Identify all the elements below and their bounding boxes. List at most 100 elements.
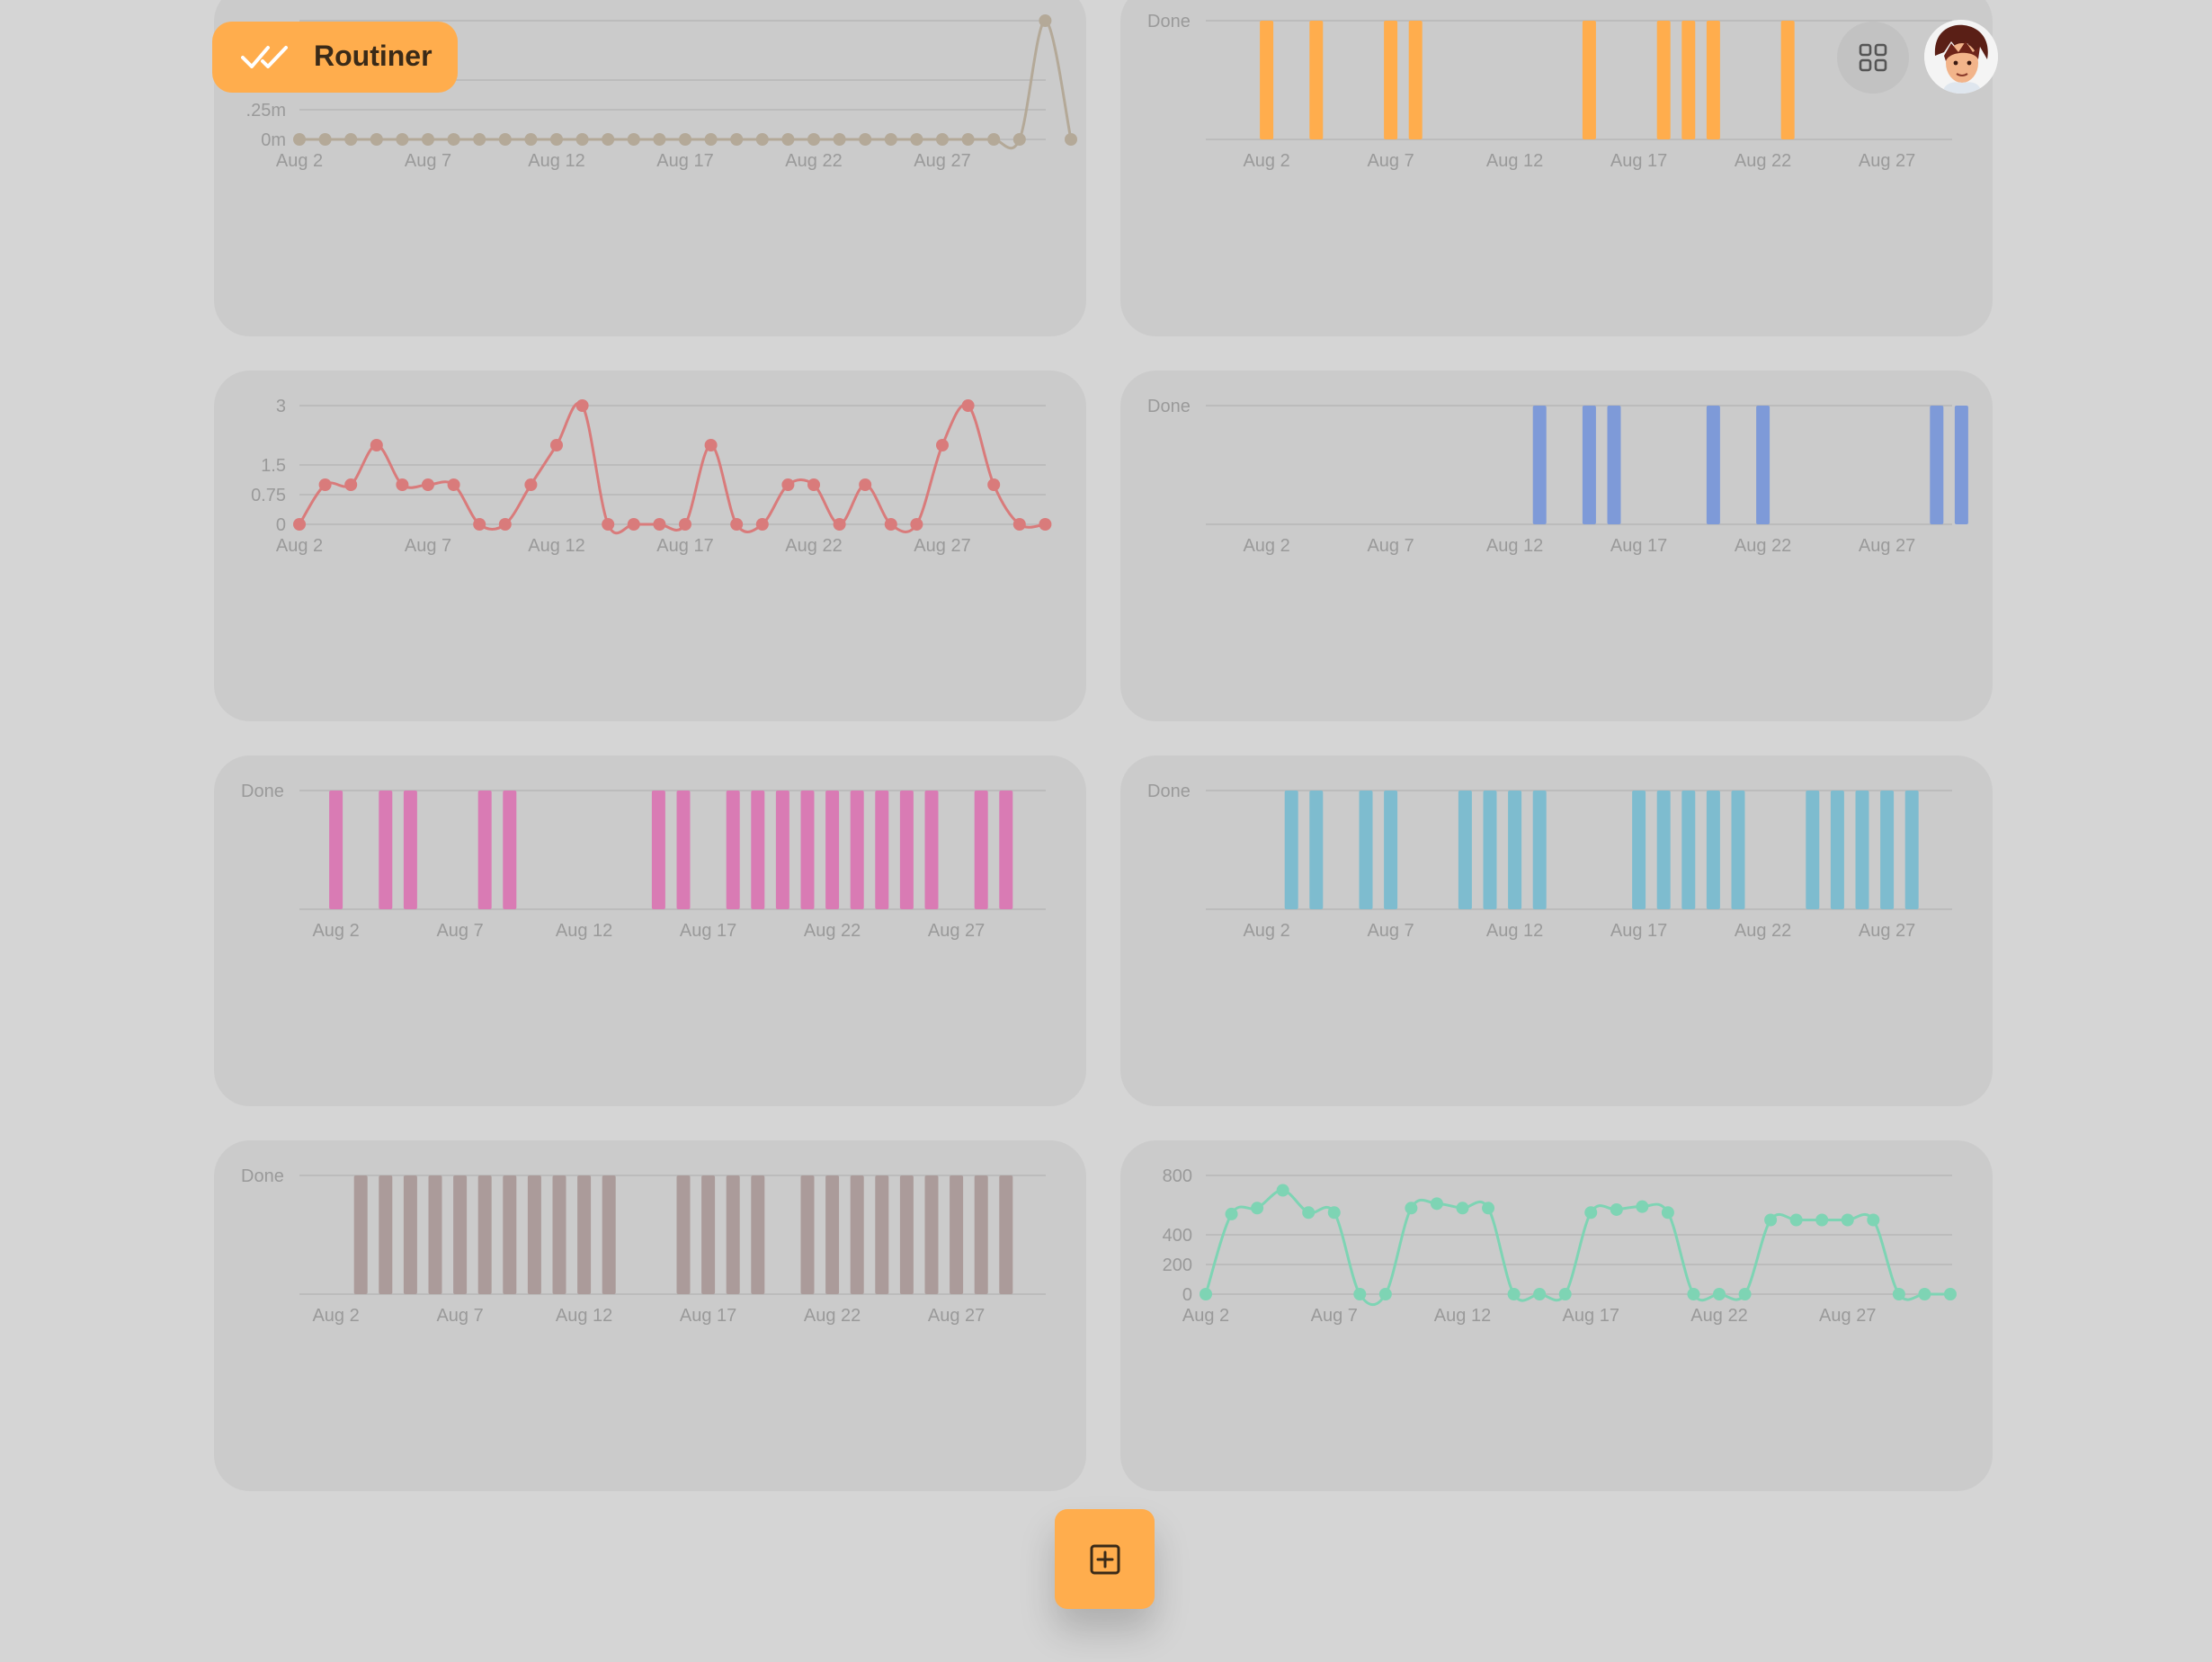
x-tick-label: Aug 27 [914, 151, 970, 171]
bar [875, 1175, 889, 1294]
bar [477, 1175, 492, 1294]
bar [1904, 791, 1919, 909]
data-point [627, 518, 640, 531]
bar [1309, 21, 1324, 139]
x-tick-label: Aug 27 [928, 1306, 985, 1326]
y-tick-label: 0.75 [251, 486, 286, 505]
x-tick-label: Aug 7 [1367, 151, 1414, 171]
bar [1656, 791, 1671, 909]
routine-card-title [1149, 1009, 1213, 1042]
bar [353, 1175, 368, 1294]
routine-chart-2: Done Aug 2 Aug 7 Aug 12 Aug 17 Aug 22 Aug 27 [1147, 12, 1952, 171]
data-point [1012, 133, 1026, 146]
routine-card-title [243, 1009, 403, 1042]
bar [726, 791, 740, 909]
routine-card-title [243, 1394, 299, 1427]
data-point [1276, 1184, 1289, 1197]
x-tick-label: Aug 7 [405, 536, 451, 556]
data-point [1584, 1206, 1598, 1220]
x-tick-label: Aug 12 [1486, 536, 1543, 556]
routine-card-7[interactable]: Done Aug 2 Aug 7 Aug 12 Aug 17 Aug 22 Aug 27 [214, 1140, 1086, 1491]
bar [1309, 791, 1324, 909]
bar [1880, 791, 1895, 909]
x-tick-label: Aug 27 [1859, 536, 1915, 556]
y-tick-label: 200 [1163, 1255, 1192, 1275]
data-point [1507, 1288, 1521, 1300]
bar [1582, 21, 1596, 139]
user-avatar[interactable] [1924, 20, 1998, 94]
bar [329, 791, 343, 909]
add-routine-button[interactable] [1055, 1509, 1155, 1609]
data-point [1661, 1206, 1674, 1220]
data-point [653, 133, 666, 146]
series-line [1204, 1189, 1950, 1307]
data-point [807, 133, 820, 146]
bar [1681, 791, 1696, 909]
bar [477, 791, 492, 909]
data-point [1815, 1213, 1829, 1227]
data-point [1687, 1288, 1700, 1300]
x-tick-label: Aug 7 [436, 1306, 483, 1326]
bar [974, 791, 988, 909]
bar [1384, 21, 1398, 139]
avatar-image [1924, 20, 1998, 94]
bar [701, 1175, 716, 1294]
bar [1954, 406, 1968, 524]
data-point [1225, 1207, 1238, 1220]
data-point [679, 133, 691, 146]
y-tick-label: 3 [276, 397, 286, 416]
bar [403, 791, 417, 909]
routine-card-5[interactable]: Done Aug 2 Aug 7 Aug 12 Aug 17 Aug 22 Aug 27 [214, 755, 1086, 1106]
data-point [473, 133, 486, 146]
bar [1830, 791, 1844, 909]
data-point [1200, 1288, 1212, 1300]
app-name: Routiner [314, 40, 433, 72]
data-point [1353, 1288, 1367, 1300]
y-tick-label: Done [1147, 12, 1191, 31]
data-point [781, 478, 795, 491]
grid-view-button[interactable] [1837, 22, 1909, 94]
bar [1532, 791, 1547, 909]
y-tick-label: 800 [1163, 1166, 1192, 1186]
double-check-icon [241, 46, 288, 68]
app-logo[interactable]: Routiner [212, 22, 458, 93]
bar [503, 1175, 517, 1294]
x-tick-label: Aug 7 [1367, 921, 1414, 941]
routine-card-title [1149, 239, 1261, 273]
data-point [473, 518, 486, 531]
bar [453, 1175, 468, 1294]
bar [1508, 791, 1522, 909]
x-tick-label: Aug 7 [436, 921, 483, 941]
data-point [550, 439, 563, 451]
routine-card-4[interactable]: Done Aug 2 Aug 7 Aug 12 Aug 17 Aug 22 Aug 27 [1120, 371, 1993, 721]
data-point [910, 518, 923, 531]
x-tick-label: Aug 17 [1563, 1306, 1619, 1326]
x-tick-label: Aug 12 [1434, 1306, 1491, 1326]
x-tick-label: Aug 27 [1819, 1306, 1876, 1326]
routine-chart-6: Done Aug 2 Aug 7 Aug 12 Aug 17 Aug 22 Aug 27 [1147, 782, 1952, 941]
data-point [1558, 1288, 1572, 1300]
data-point [1405, 1202, 1418, 1215]
data-point [1841, 1213, 1854, 1227]
bar [1780, 21, 1795, 139]
y-tick-label: Done [1147, 397, 1191, 416]
bar [1284, 791, 1298, 909]
x-tick-label: Aug 27 [1859, 151, 1915, 171]
data-point [370, 439, 383, 451]
routine-card-3[interactable]: 0 0.75 1.5 3 Aug 2 Aug 7 Aug 12 Aug 17 Aug 22 Aug… [214, 371, 1086, 721]
bar [1706, 406, 1720, 524]
routine-card-6[interactable]: Done Aug 2 Aug 7 Aug 12 Aug 17 Aug 22 Aug 27 [1120, 755, 1993, 1106]
routine-card-8[interactable]: 0 200 400 800 Aug 2 Aug 7 Aug 12 Aug 17 Aug 22 Au… [1120, 1140, 1993, 1491]
data-point [575, 133, 589, 146]
data-point [524, 133, 538, 146]
bar [1706, 791, 1720, 909]
data-point [1918, 1288, 1931, 1300]
bar [1756, 406, 1770, 524]
bar [1930, 406, 1944, 524]
y-tick-label: 0m [261, 130, 286, 150]
y-tick-label: Done [241, 782, 284, 801]
data-point [1738, 1288, 1752, 1300]
x-tick-label: Aug 17 [1610, 536, 1667, 556]
